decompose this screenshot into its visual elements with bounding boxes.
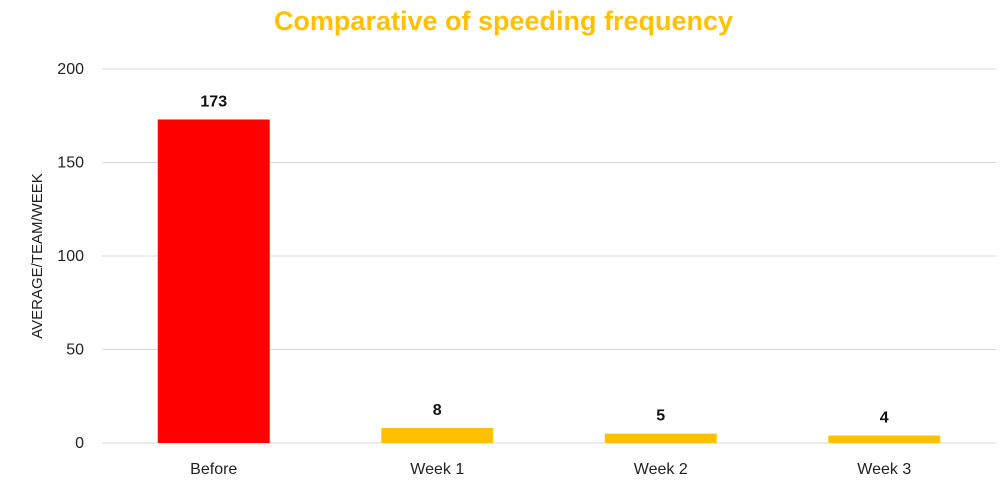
bar: [381, 428, 494, 443]
x-tick-label: Week 2: [634, 461, 688, 478]
y-tick-label: 50: [66, 342, 84, 359]
y-tick-label: 0: [75, 435, 84, 452]
x-tick-label: Before: [190, 461, 237, 478]
chart-title: Comparative of speeding frequency: [273, 6, 734, 36]
y-tick-label: 100: [57, 248, 84, 265]
x-tick-label: Week 1: [410, 461, 464, 478]
data-label: 4: [880, 410, 889, 427]
y-axis-title: AVERAGE/TEAM/WEEK: [29, 173, 46, 339]
data-label: 173: [200, 93, 227, 110]
data-label: 8: [433, 402, 442, 419]
bar: [604, 433, 717, 443]
bar: [828, 435, 941, 443]
x-tick-label: Week 3: [857, 461, 911, 478]
y-tick-label: 200: [57, 61, 84, 78]
bar: [157, 119, 270, 444]
y-tick-label: 150: [57, 155, 84, 172]
data-label: 5: [656, 408, 665, 425]
